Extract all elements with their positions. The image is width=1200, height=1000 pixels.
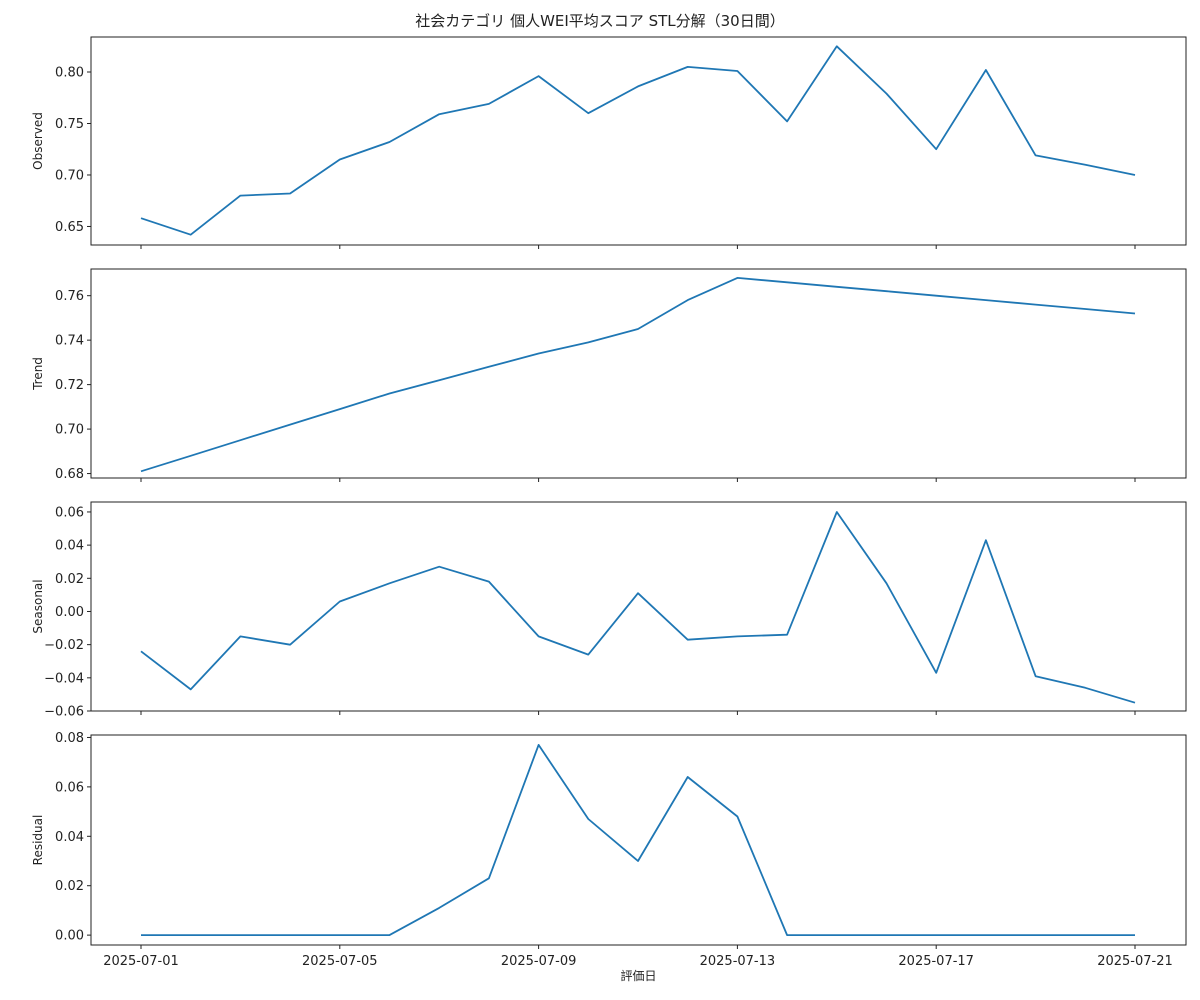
seasonal-ylabel: Seasonal	[31, 579, 45, 633]
seasonal-ytick-label: −0.04	[44, 671, 84, 686]
observed-ytick-label: 0.65	[55, 220, 84, 235]
observed-ytick-label: 0.70	[55, 168, 84, 183]
seasonal-ytick-label: 0.06	[55, 505, 84, 520]
seasonal-ytick-label: 0.00	[55, 605, 84, 620]
trend-panel-frame	[90, 268, 1187, 479]
x-axis-label: 評価日	[620, 968, 656, 983]
trend-ytick-label: 0.68	[55, 467, 84, 482]
observed-ytick-label: 0.80	[55, 66, 84, 81]
trend-ytick-label: 0.74	[55, 334, 84, 349]
observed-ytick-label: 0.75	[55, 117, 84, 132]
xtick-label: 2025-07-13	[700, 954, 776, 969]
residual-panel-frame	[90, 734, 1187, 946]
seasonal-ytick-label: −0.02	[44, 638, 84, 653]
seasonal-ytick-label: 0.02	[55, 572, 84, 587]
xtick-label: 2025-07-01	[103, 954, 179, 969]
trend-series-line	[140, 276, 1136, 473]
trend-ylabel: Trend	[31, 357, 45, 391]
residual-ylabel: Residual	[31, 815, 45, 866]
residual-ytick-label: 0.06	[55, 780, 84, 795]
residual-ytick-label: 0.02	[55, 879, 84, 894]
xtick-label: 2025-07-17	[898, 954, 974, 969]
observed-panel-frame	[90, 36, 1187, 246]
seasonal-ytick-label: 0.04	[55, 539, 84, 554]
observed-ylabel: Observed	[31, 112, 45, 170]
seasonal-series-line	[140, 511, 1136, 704]
xtick-label: 2025-07-21	[1097, 954, 1173, 969]
trend-ytick-label: 0.76	[55, 289, 84, 304]
xtick-label: 2025-07-09	[501, 954, 577, 969]
residual-ytick-label: 0.00	[55, 929, 84, 944]
residual-ytick-label: 0.04	[55, 830, 84, 845]
observed-series-line	[140, 45, 1136, 236]
xtick-label: 2025-07-05	[302, 954, 378, 969]
trend-ytick-label: 0.70	[55, 423, 84, 438]
trend-ytick-label: 0.72	[55, 378, 84, 393]
residual-series-line	[141, 744, 1135, 936]
seasonal-ytick-label: −0.06	[44, 705, 84, 720]
chart-title: 社会カテゴリ 個人WEI平均スコア STL分解（30日間）	[415, 12, 785, 30]
seasonal-panel-frame	[90, 501, 1187, 712]
residual-ytick-label: 0.08	[55, 731, 84, 746]
